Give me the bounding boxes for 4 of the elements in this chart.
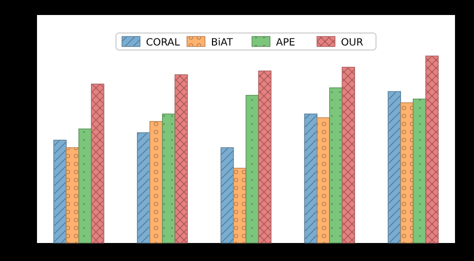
legend-label: CORAL	[146, 38, 180, 48]
legend-label: BiAT	[211, 38, 234, 48]
legend-label: APE	[276, 38, 296, 48]
legend-label: OUR	[341, 38, 364, 48]
